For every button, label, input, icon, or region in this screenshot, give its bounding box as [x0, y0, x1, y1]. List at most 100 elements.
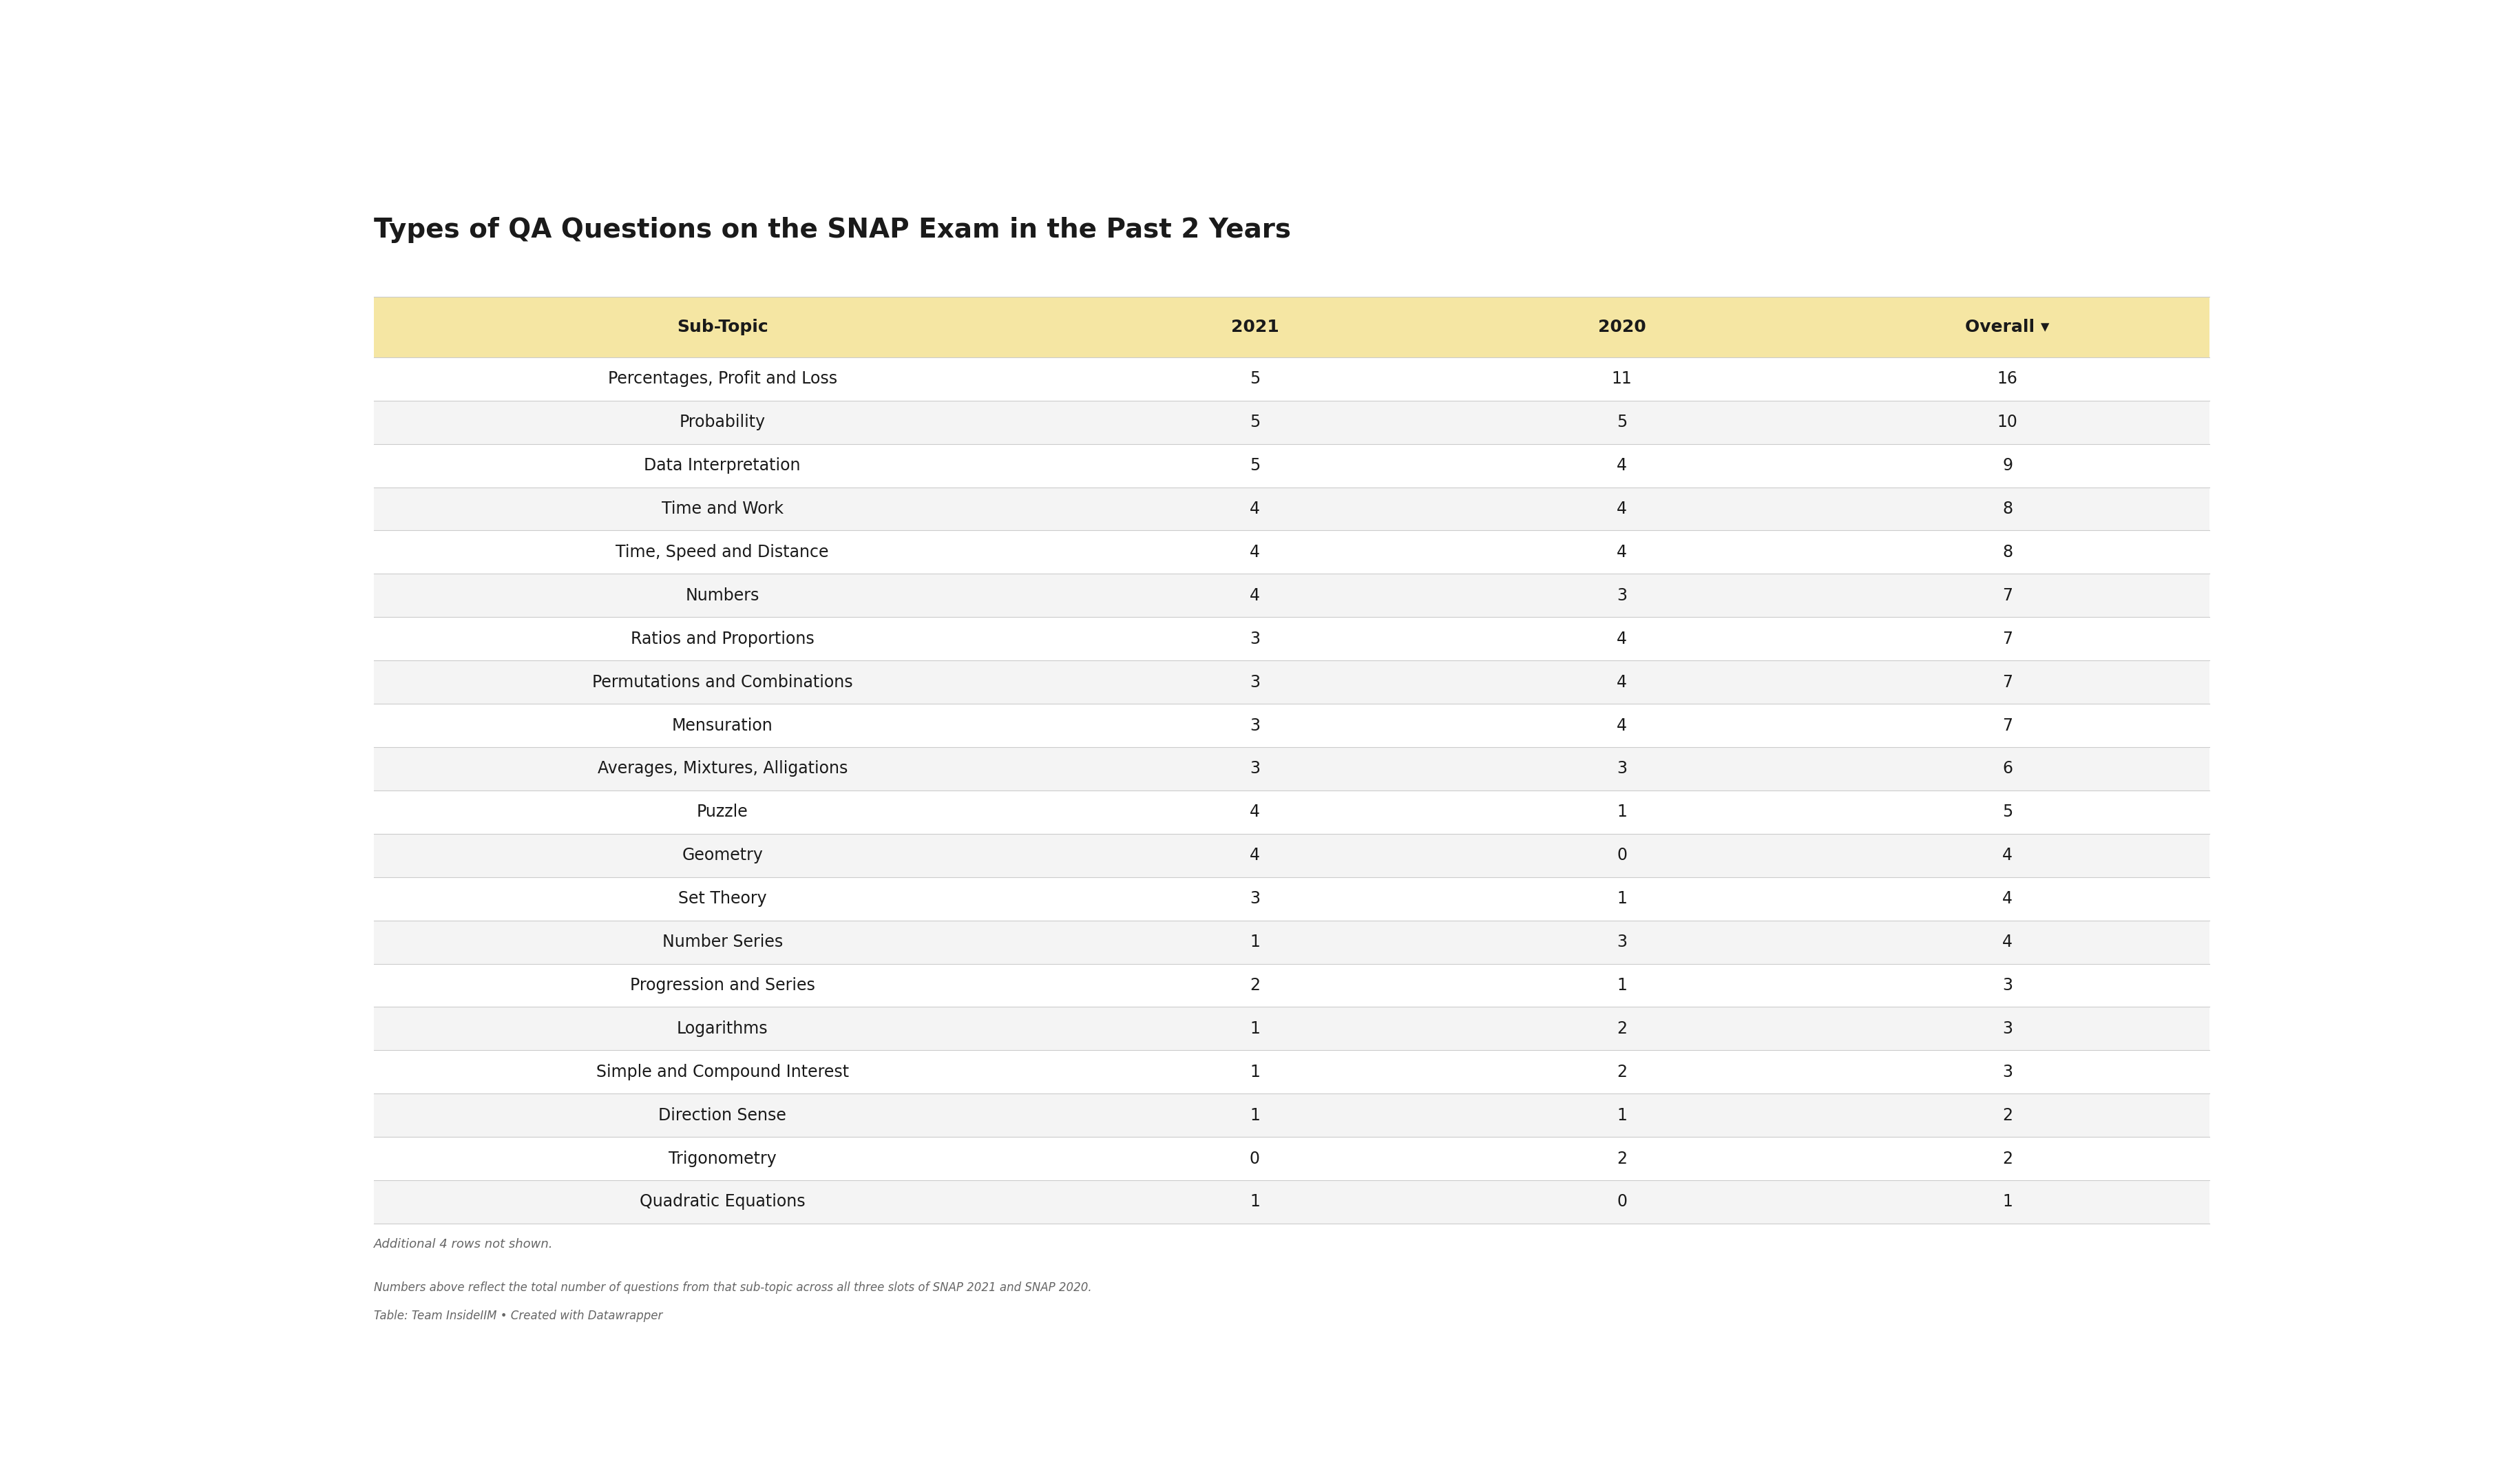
Text: Probability: Probability [680, 414, 766, 430]
Text: 7: 7 [2003, 674, 2013, 690]
Text: 4: 4 [2003, 891, 2013, 907]
Text: 4: 4 [1618, 458, 1628, 474]
Text: 5: 5 [2003, 803, 2013, 820]
Text: 3: 3 [1250, 761, 1260, 777]
Text: Quadratic Equations: Quadratic Equations [640, 1193, 806, 1210]
Text: 2021: 2021 [1230, 319, 1278, 335]
Text: 4: 4 [1618, 544, 1628, 560]
Text: Simple and Compound Interest: Simple and Compound Interest [597, 1063, 849, 1080]
Text: Percentages, Profit and Loss: Percentages, Profit and Loss [607, 371, 837, 387]
Text: 16: 16 [1998, 371, 2019, 387]
Text: 1: 1 [1250, 1106, 1260, 1124]
Text: Numbers: Numbers [685, 588, 759, 604]
Text: 3: 3 [1618, 761, 1628, 777]
Text: 0: 0 [1618, 1193, 1628, 1210]
Text: 5: 5 [1618, 414, 1628, 430]
Text: Geometry: Geometry [683, 848, 764, 864]
Text: 1: 1 [2003, 1193, 2013, 1210]
Text: 4: 4 [1618, 718, 1628, 734]
Text: 4: 4 [2003, 933, 2013, 950]
Text: 3: 3 [1618, 933, 1628, 950]
Bar [373, 705, 2210, 747]
Text: 4: 4 [1618, 674, 1628, 690]
Text: 1: 1 [1618, 803, 1628, 820]
Text: 1: 1 [1250, 1063, 1260, 1080]
Bar [373, 1093, 2210, 1137]
Text: 4: 4 [2003, 848, 2013, 864]
Bar [373, 1007, 2210, 1050]
Text: 4: 4 [1618, 631, 1628, 647]
Text: Trigonometry: Trigonometry [668, 1151, 776, 1167]
Text: 7: 7 [2003, 718, 2013, 734]
Text: 1: 1 [1618, 978, 1628, 994]
Text: 3: 3 [1250, 891, 1260, 907]
Text: 4: 4 [1250, 803, 1260, 820]
Text: 3: 3 [2003, 1021, 2013, 1037]
Text: 3: 3 [2003, 1063, 2013, 1080]
Text: 0: 0 [1250, 1151, 1260, 1167]
Text: Averages, Mixtures, Alligations: Averages, Mixtures, Alligations [597, 761, 847, 777]
Text: 6: 6 [2003, 761, 2013, 777]
Bar [373, 747, 2210, 790]
Text: 11: 11 [1613, 371, 1633, 387]
Text: Additional 4 rows not shown.: Additional 4 rows not shown. [373, 1238, 552, 1251]
Text: 3: 3 [2003, 978, 2013, 994]
Text: Mensuration: Mensuration [673, 718, 774, 734]
Bar [373, 575, 2210, 617]
Text: Overall ▾: Overall ▾ [1966, 319, 2049, 335]
Text: 4: 4 [1250, 501, 1260, 517]
Text: 4: 4 [1250, 848, 1260, 864]
Bar [373, 617, 2210, 660]
Text: Set Theory: Set Theory [678, 891, 766, 907]
Text: Progression and Series: Progression and Series [630, 978, 814, 994]
Bar [373, 400, 2210, 445]
Bar [373, 920, 2210, 963]
Text: 7: 7 [2003, 631, 2013, 647]
Text: 1: 1 [1250, 933, 1260, 950]
Text: 1: 1 [1618, 1106, 1628, 1124]
Text: 0: 0 [1618, 848, 1628, 864]
Bar [373, 1180, 2210, 1223]
Text: 7: 7 [2003, 588, 2013, 604]
Text: 2: 2 [1618, 1151, 1628, 1167]
Text: 3: 3 [1250, 718, 1260, 734]
Text: 2: 2 [2003, 1151, 2013, 1167]
Bar [373, 445, 2210, 487]
Text: Types of QA Questions on the SNAP Exam in the Past 2 Years: Types of QA Questions on the SNAP Exam i… [373, 217, 1290, 244]
Bar [373, 1050, 2210, 1093]
Text: Table: Team InsideIIM • Created with Datawrapper: Table: Team InsideIIM • Created with Dat… [373, 1310, 663, 1322]
Text: 4: 4 [1618, 501, 1628, 517]
Text: Logarithms: Logarithms [678, 1021, 769, 1037]
Bar [373, 1137, 2210, 1180]
Bar [373, 833, 2210, 877]
Text: Permutations and Combinations: Permutations and Combinations [592, 674, 852, 690]
Text: 2: 2 [1618, 1063, 1628, 1080]
Bar [373, 963, 2210, 1007]
Text: 2: 2 [1250, 978, 1260, 994]
Bar [373, 357, 2210, 400]
Text: 3: 3 [1250, 674, 1260, 690]
Text: Time, Speed and Distance: Time, Speed and Distance [615, 544, 829, 560]
Bar [373, 660, 2210, 705]
Text: Number Series: Number Series [663, 933, 784, 950]
Text: Sub-Topic: Sub-Topic [678, 319, 769, 335]
Text: 8: 8 [2003, 501, 2013, 517]
Text: Numbers above reflect the total number of questions from that sub-topic across a: Numbers above reflect the total number o… [373, 1282, 1091, 1294]
Text: Time and Work: Time and Work [660, 501, 784, 517]
Bar [373, 487, 2210, 530]
Text: Ratios and Proportions: Ratios and Proportions [630, 631, 814, 647]
Text: 5: 5 [1250, 371, 1260, 387]
Text: 2020: 2020 [1598, 319, 1646, 335]
Text: Puzzle: Puzzle [696, 803, 748, 820]
Text: 10: 10 [1998, 414, 2019, 430]
Text: 4: 4 [1250, 544, 1260, 560]
Bar [373, 790, 2210, 833]
Text: 3: 3 [1618, 588, 1628, 604]
Text: 2: 2 [1618, 1021, 1628, 1037]
Text: 2: 2 [2003, 1106, 2013, 1124]
Text: 8: 8 [2003, 544, 2013, 560]
Text: 3: 3 [1250, 631, 1260, 647]
Bar [373, 877, 2210, 920]
Text: 5: 5 [1250, 458, 1260, 474]
Text: 9: 9 [2003, 458, 2013, 474]
